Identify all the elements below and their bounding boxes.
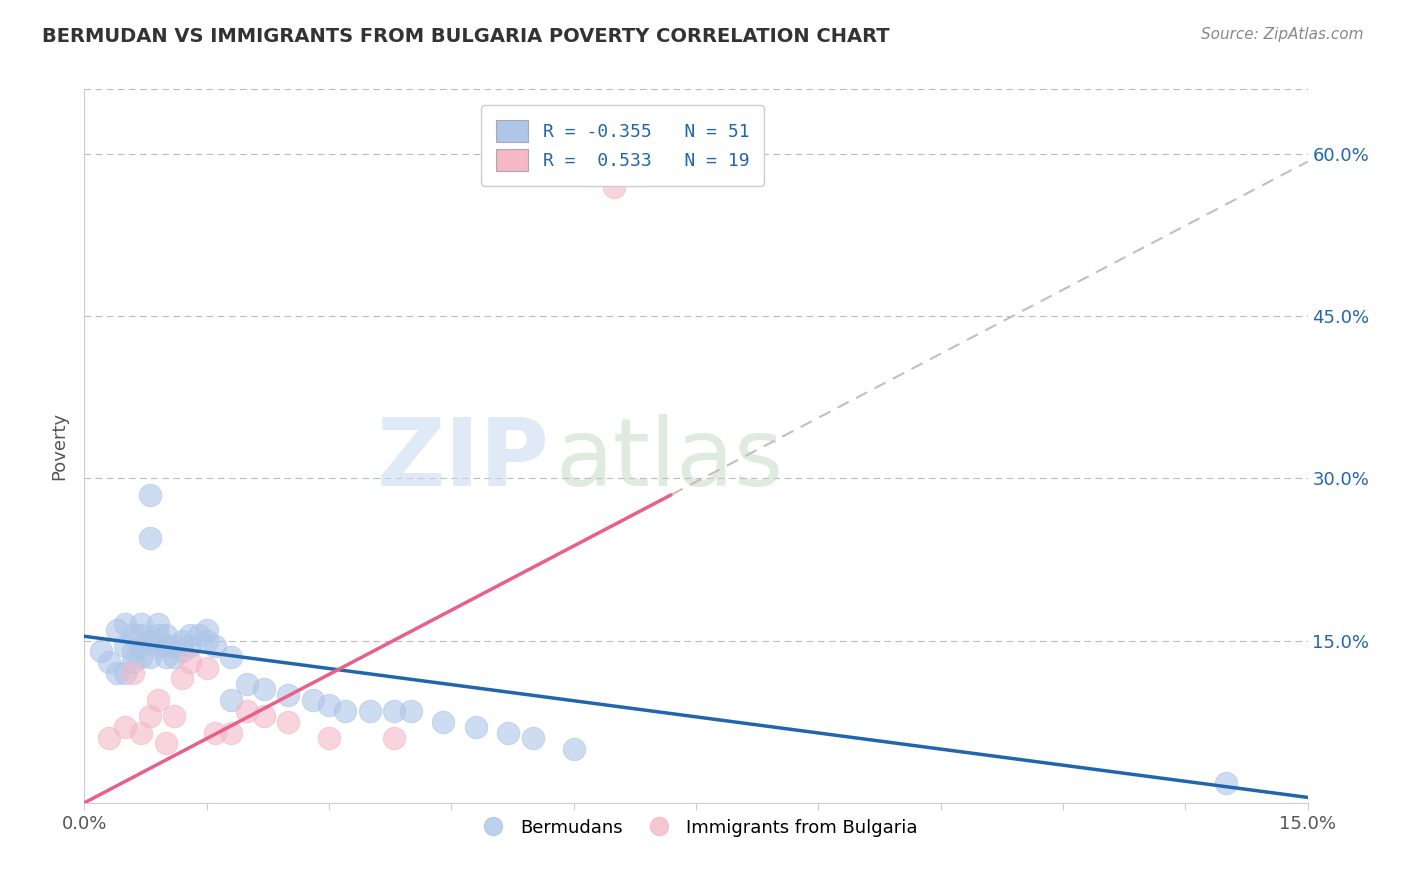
- Point: [187, 628, 209, 642]
- Point: [155, 639, 177, 653]
- Point: [131, 639, 153, 653]
- Legend: Bermudans, Immigrants from Bulgaria: Bermudans, Immigrants from Bulgaria: [468, 812, 924, 844]
- Point: [122, 628, 145, 642]
- Point: [155, 736, 177, 750]
- Point: [382, 731, 405, 745]
- Point: [382, 704, 405, 718]
- Point: [195, 660, 218, 674]
- Point: [172, 644, 194, 658]
- Point: [105, 623, 128, 637]
- Point: [219, 649, 242, 664]
- Point: [122, 644, 145, 658]
- Point: [172, 633, 194, 648]
- Point: [163, 649, 186, 664]
- Point: [219, 725, 242, 739]
- Point: [179, 628, 201, 642]
- Point: [253, 709, 276, 723]
- Point: [114, 639, 136, 653]
- Point: [122, 655, 145, 669]
- Point: [335, 704, 357, 718]
- Point: [253, 682, 276, 697]
- Point: [131, 649, 153, 664]
- Point: [432, 714, 454, 729]
- Point: [146, 617, 169, 632]
- Text: BERMUDAN VS IMMIGRANTS FROM BULGARIA POVERTY CORRELATION CHART: BERMUDAN VS IMMIGRANTS FROM BULGARIA POV…: [42, 27, 890, 45]
- Point: [155, 649, 177, 664]
- Point: [277, 688, 299, 702]
- Point: [359, 704, 381, 718]
- Point: [219, 693, 242, 707]
- Point: [236, 677, 259, 691]
- Point: [114, 617, 136, 632]
- Point: [131, 617, 153, 632]
- Point: [399, 704, 422, 718]
- Point: [114, 666, 136, 681]
- Point: [318, 731, 340, 745]
- Point: [236, 704, 259, 718]
- Point: [498, 725, 520, 739]
- Point: [146, 693, 169, 707]
- Point: [138, 633, 160, 648]
- Point: [114, 720, 136, 734]
- Point: [562, 741, 585, 756]
- Point: [195, 623, 218, 637]
- Point: [522, 731, 544, 745]
- Point: [138, 649, 160, 664]
- Y-axis label: Poverty: Poverty: [51, 412, 69, 480]
- Point: [179, 655, 201, 669]
- Point: [105, 666, 128, 681]
- Point: [155, 628, 177, 642]
- Point: [277, 714, 299, 729]
- Point: [131, 725, 153, 739]
- Point: [195, 633, 218, 648]
- Point: [146, 628, 169, 642]
- Point: [138, 709, 160, 723]
- Text: Source: ZipAtlas.com: Source: ZipAtlas.com: [1201, 27, 1364, 42]
- Text: ZIP: ZIP: [377, 414, 550, 507]
- Point: [179, 639, 201, 653]
- Point: [318, 698, 340, 713]
- Point: [301, 693, 323, 707]
- Point: [163, 639, 186, 653]
- Point: [138, 488, 160, 502]
- Point: [138, 531, 160, 545]
- Point: [97, 655, 120, 669]
- Point: [90, 644, 112, 658]
- Point: [1215, 776, 1237, 790]
- Point: [131, 628, 153, 642]
- Point: [204, 725, 226, 739]
- Point: [163, 709, 186, 723]
- Point: [464, 720, 486, 734]
- Point: [97, 731, 120, 745]
- Point: [603, 179, 626, 194]
- Text: atlas: atlas: [555, 414, 783, 507]
- Point: [146, 639, 169, 653]
- Point: [172, 672, 194, 686]
- Point: [204, 639, 226, 653]
- Point: [122, 666, 145, 681]
